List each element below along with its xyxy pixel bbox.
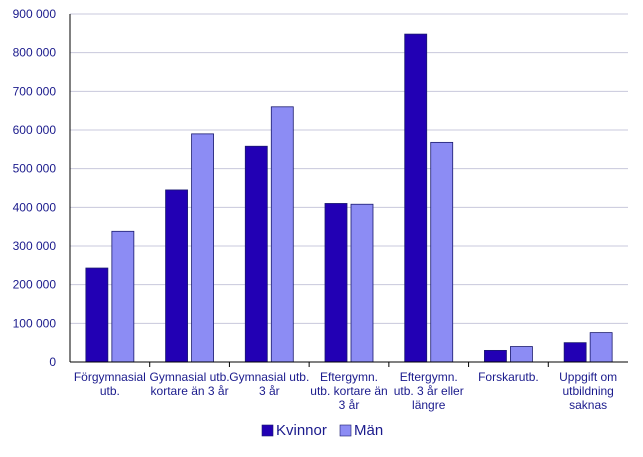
y-tick-label: 600 000 bbox=[13, 123, 57, 137]
x-tick-label: Eftergymn. bbox=[400, 370, 458, 384]
bar-m-n-3 bbox=[350, 203, 374, 363]
y-tick-label: 300 000 bbox=[13, 239, 57, 253]
bar-kvinnor-5 bbox=[484, 349, 507, 363]
y-tick-label: 500 000 bbox=[13, 162, 57, 176]
gridlines bbox=[70, 13, 628, 324]
x-tick-label: 3 år bbox=[339, 398, 360, 412]
bar-kvinnor-6 bbox=[563, 342, 587, 363]
y-tick-label: 900 000 bbox=[13, 7, 57, 21]
y-tick-label: 400 000 bbox=[13, 200, 57, 214]
bar-kvinnor-4 bbox=[404, 33, 428, 363]
bar-kvinnor-2 bbox=[244, 145, 268, 363]
bar-kvinnor-0 bbox=[85, 267, 109, 363]
bar-kvinnor-1 bbox=[165, 189, 188, 363]
x-tick-label: Gymnasial utb. bbox=[150, 370, 230, 384]
x-tick-label: Gymnasial utb. bbox=[229, 370, 309, 384]
y-tick-label: 200 000 bbox=[13, 278, 57, 292]
x-tick-label: utbildning bbox=[562, 384, 613, 398]
x-tick-label: Eftergymn. bbox=[320, 370, 378, 384]
y-axis: 0 100 000 200 000 300 000 400 000 500 000 600 … bbox=[13, 7, 71, 369]
legend-label: Kvinnor bbox=[276, 422, 327, 439]
x-tick-label: saknas bbox=[569, 398, 607, 412]
x-tick-label: Uppgift om bbox=[559, 370, 617, 384]
bar-m-n-5 bbox=[510, 346, 533, 363]
x-tick-label: utb. 3 år eller bbox=[394, 384, 464, 398]
y-tick-label: 100 000 bbox=[13, 316, 57, 330]
y-tick-label: 800 000 bbox=[13, 46, 57, 60]
x-tick-label: utb. bbox=[100, 384, 120, 398]
bar-m-n-1 bbox=[191, 133, 214, 363]
bar-m-n-6 bbox=[589, 332, 613, 363]
x-tick-label: Förgymnasial bbox=[74, 370, 146, 384]
bar-kvinnor-3 bbox=[324, 203, 348, 363]
x-tick-label: kortare än 3 år bbox=[151, 384, 229, 398]
y-tick-label: 700 000 bbox=[13, 84, 57, 98]
bar-m-n-2 bbox=[270, 106, 294, 363]
legend: Kvinnor Män bbox=[261, 422, 383, 439]
y-tick-label: 0 bbox=[49, 355, 56, 369]
x-tick-label: längre bbox=[412, 398, 446, 412]
x-tick-label: 3 år bbox=[259, 384, 280, 398]
bar-m-n-4 bbox=[430, 141, 454, 363]
bars bbox=[85, 33, 613, 363]
legend-label: Män bbox=[354, 422, 383, 439]
bar-m-n-0 bbox=[111, 230, 135, 363]
x-tick-label: utb. kortare än bbox=[310, 384, 387, 398]
legend-swatch-kvinnor bbox=[261, 424, 274, 437]
legend-swatch-m-n bbox=[339, 424, 352, 437]
x-tick-label: Forskarutb. bbox=[478, 370, 539, 384]
